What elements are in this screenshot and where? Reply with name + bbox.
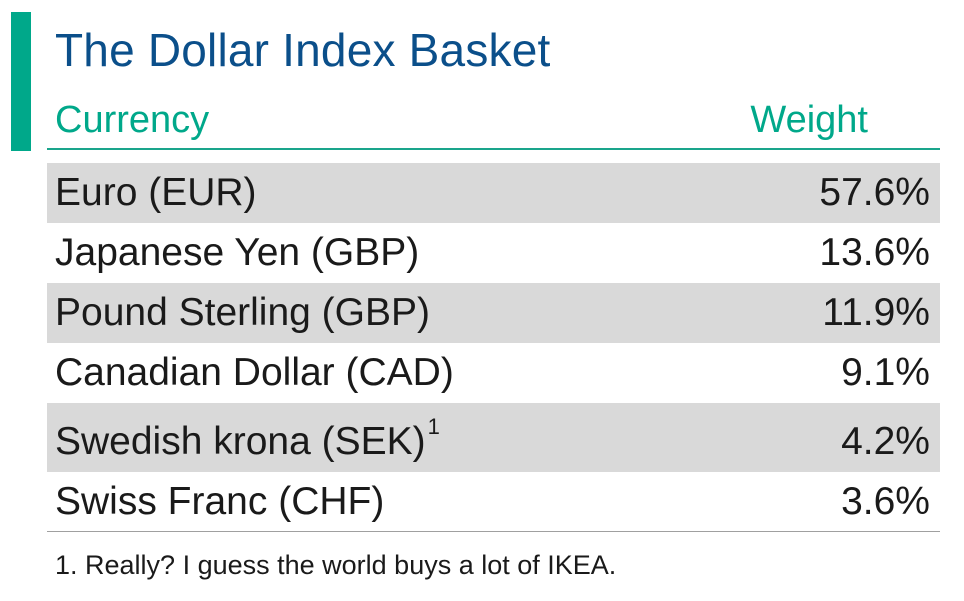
table-row: Swedish krona (SEK)1 4.2% [47,403,940,472]
table-header: Currency Weight [47,96,940,150]
column-header-currency: Currency [55,99,210,141]
table-row: Canadian Dollar (CAD) 9.1% [47,343,940,403]
currency-name: Canadian Dollar (CAD) [55,351,454,394]
currency-weight: 9.1% [841,351,930,394]
table-row: Japanese Yen (GBP) 13.6% [47,223,940,283]
currency-name: Euro (EUR) [55,171,257,214]
chart-title: The Dollar Index Basket [55,24,551,76]
currency-weight: 13.6% [819,231,930,274]
currency-name: Swedish krona (SEK)1 [55,414,440,464]
table-row: Pound Sterling (GBP) 11.9% [47,283,940,343]
currency-name: Pound Sterling (GBP) [55,291,431,334]
column-header-weight: Weight [750,99,868,141]
currency-weight: 57.6% [819,171,930,214]
accent-bar [11,12,31,151]
footnote: 1. Really? I guess the world buys a lot … [55,550,617,580]
table-row: Euro (EUR) 57.6% [47,163,940,223]
currency-weight: 11.9% [822,291,930,334]
footnote-marker: 1 [427,414,440,439]
currency-name: Japanese Yen (GBP) [55,231,420,274]
table-body: Euro (EUR) 57.6% Japanese Yen (GBP) 13.6… [47,163,940,532]
currency-weight: 4.2% [841,420,930,463]
table-bottom-rule [47,531,940,532]
currency-weight: 3.6% [841,480,930,523]
currency-name: Swiss Franc (CHF) [55,480,385,523]
table-row: Swiss Franc (CHF) 3.6% [47,472,940,532]
